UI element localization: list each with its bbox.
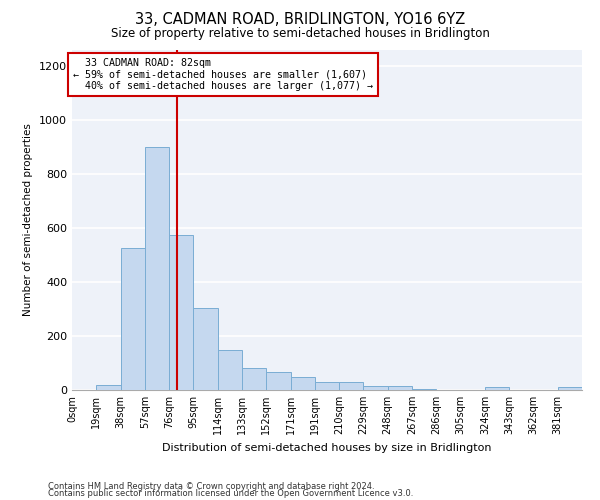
- Bar: [218, 350, 242, 390]
- Bar: [364, 386, 388, 390]
- Bar: [242, 368, 266, 390]
- Bar: [558, 388, 582, 390]
- Bar: [96, 384, 121, 390]
- Bar: [193, 308, 218, 390]
- Bar: [485, 388, 509, 390]
- Bar: [290, 376, 315, 390]
- Bar: [412, 388, 436, 390]
- Bar: [145, 147, 169, 390]
- Bar: [388, 386, 412, 390]
- Bar: [169, 235, 193, 390]
- Bar: [315, 382, 339, 390]
- Text: Contains HM Land Registry data © Crown copyright and database right 2024.: Contains HM Land Registry data © Crown c…: [48, 482, 374, 491]
- Y-axis label: Number of semi-detached properties: Number of semi-detached properties: [23, 124, 34, 316]
- Bar: [266, 372, 290, 390]
- Text: 33 CADMAN ROAD: 82sqm
← 59% of semi-detached houses are smaller (1,607)
  40% of: 33 CADMAN ROAD: 82sqm ← 59% of semi-deta…: [73, 58, 373, 92]
- X-axis label: Distribution of semi-detached houses by size in Bridlington: Distribution of semi-detached houses by …: [162, 442, 492, 452]
- Text: Contains public sector information licensed under the Open Government Licence v3: Contains public sector information licen…: [48, 489, 413, 498]
- Bar: [121, 248, 145, 390]
- Bar: [339, 382, 364, 390]
- Text: Size of property relative to semi-detached houses in Bridlington: Size of property relative to semi-detach…: [110, 28, 490, 40]
- Text: 33, CADMAN ROAD, BRIDLINGTON, YO16 6YZ: 33, CADMAN ROAD, BRIDLINGTON, YO16 6YZ: [135, 12, 465, 28]
